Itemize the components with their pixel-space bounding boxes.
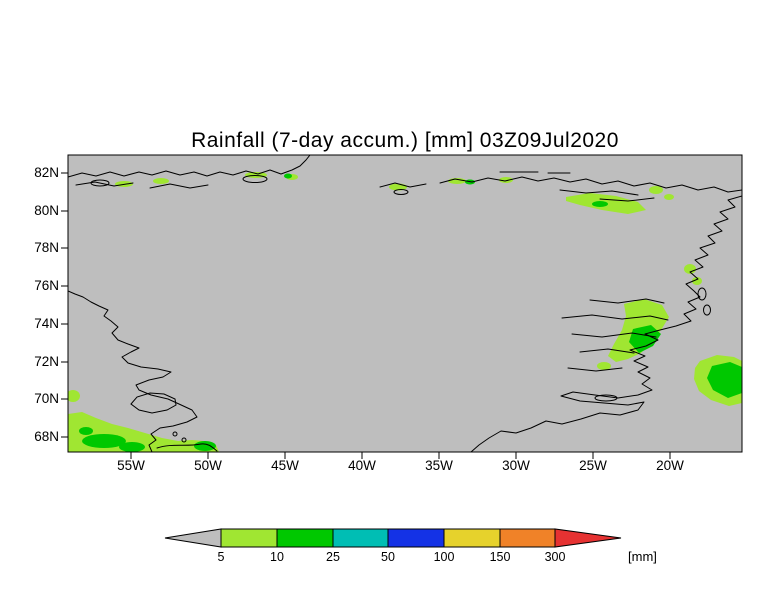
colorbar-segment — [220, 528, 278, 548]
island-outline — [172, 431, 178, 437]
rain-patch — [692, 277, 702, 285]
colorbar-tick-label: 150 — [490, 550, 511, 564]
coastline-east — [470, 195, 742, 452]
coastline-west — [68, 290, 198, 452]
coastline-fjord — [599, 197, 655, 202]
coastline-north-east — [499, 171, 571, 174]
coastline-fjord — [567, 367, 623, 372]
colorbar-segment — [276, 528, 334, 548]
lon-tick-label: 40W — [348, 458, 376, 473]
rain-patch — [119, 442, 145, 452]
colorbar-tick-label: 100 — [434, 550, 455, 564]
colorbar-tick-label: 300 — [545, 550, 566, 564]
island-outline — [181, 437, 187, 443]
coastline-north — [68, 155, 311, 178]
lat-tick-label: 70N — [34, 391, 59, 406]
island-outline — [242, 175, 268, 183]
chart-title: Rainfall (7-day accum.) [mm] 03Z09Jul202… — [191, 129, 619, 152]
lat-tick-label: 74N — [34, 316, 59, 331]
lat-tick-label: 82N — [34, 165, 59, 180]
rain-patch — [68, 390, 80, 402]
longitude-axis: 55W 50W 45W 40W 35W 30W 25W 20W — [117, 458, 684, 473]
lat-tick-label: 78N — [34, 240, 59, 255]
island-outline — [703, 304, 711, 316]
coastlines — [68, 155, 742, 452]
latitude-axis: 82N 80N 78N 76N 74N 72N 70N 68N — [34, 165, 59, 444]
rain-patch — [597, 362, 611, 370]
lat-tick-label: 72N — [34, 354, 59, 369]
coastline-fjord — [579, 348, 635, 354]
map-frame — [67, 154, 743, 453]
lat-tick-label: 68N — [34, 429, 59, 444]
lon-tick-label: 25W — [579, 458, 607, 473]
coastline-fjord — [379, 182, 427, 188]
lon-tick-label: 45W — [271, 458, 299, 473]
lat-tick-label: 80N — [34, 203, 59, 218]
island-outline — [594, 394, 618, 402]
colorbar-segment — [332, 528, 389, 548]
island-outline — [393, 189, 409, 195]
lat-tick-label: 76N — [34, 278, 59, 293]
coastline-fjord — [589, 298, 665, 304]
rain-patch — [707, 362, 742, 398]
colorbar-arrow-below — [164, 528, 222, 548]
colorbar-segment — [443, 528, 501, 548]
coastline-fjord — [559, 189, 639, 196]
lon-tick-label: 55W — [117, 458, 145, 473]
rain-patch — [82, 434, 126, 448]
rain-patch — [79, 427, 93, 435]
colorbar-unit-label: [mm] — [628, 549, 657, 564]
island-outline — [130, 392, 177, 414]
coastline-fjord — [149, 183, 209, 189]
colorbar-segment — [387, 528, 445, 548]
lon-tick-label: 30W — [502, 458, 530, 473]
coastline-fjord — [156, 443, 218, 452]
colorbar-tick-label: 10 — [270, 550, 284, 564]
colorbar-tick-label: 25 — [326, 550, 340, 564]
coastline-fjord — [561, 314, 669, 321]
coastline-fjord — [571, 332, 657, 338]
rain-patch — [499, 177, 513, 183]
colorbar-arrow-above — [554, 528, 622, 548]
rain-patch — [649, 186, 663, 194]
lon-tick-label: 20W — [656, 458, 684, 473]
island-outline — [697, 287, 707, 301]
rain-patch — [153, 178, 169, 184]
lon-tick-label: 35W — [425, 458, 453, 473]
rain-patch — [592, 201, 608, 207]
rain-patch — [194, 441, 216, 451]
coastline-fjord — [75, 181, 134, 187]
lon-tick-label: 50W — [194, 458, 222, 473]
colorbar-tick-label: 5 — [218, 550, 225, 564]
colorbar-segment — [499, 528, 556, 548]
island-outline — [90, 179, 110, 187]
rain-patch — [664, 194, 674, 200]
coastline-north-east — [439, 176, 742, 193]
colorbar-tick-label: 50 — [381, 550, 395, 564]
rain-patch — [284, 173, 292, 179]
rain-patch — [684, 264, 696, 274]
colorbar: 5 10 25 50 100 150 300 [mm] — [164, 528, 657, 564]
axis-ticks — [61, 172, 671, 459]
